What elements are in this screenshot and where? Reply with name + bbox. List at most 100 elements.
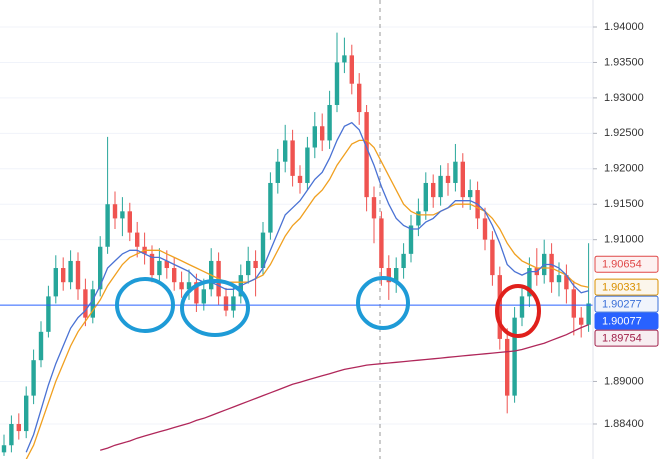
price-label-tint [595, 279, 658, 296]
candle-body [38, 331, 44, 361]
candle-body [327, 104, 332, 141]
candle-body [157, 260, 162, 276]
candle-body [357, 83, 362, 113]
candle-body [246, 260, 251, 276]
candle-body [46, 296, 51, 332]
candle-body [68, 260, 73, 283]
annotation-circle [495, 284, 541, 338]
candle-body [579, 317, 584, 325]
candle-body [53, 268, 58, 297]
candle-body [105, 204, 110, 247]
candle-body [305, 147, 310, 183]
price-label: 1.90654 [602, 259, 642, 271]
candle-body [90, 289, 95, 318]
axis-background [593, 0, 659, 459]
y-tick-label: 1.91500 [604, 198, 644, 210]
y-tick-label: 1.91000 [604, 234, 644, 246]
candle-body [223, 296, 229, 311]
y-tick-label: 1.88400 [604, 418, 644, 430]
candle-body [586, 303, 591, 325]
y-tick-label: 1.93000 [604, 92, 644, 104]
candle-body [194, 282, 199, 304]
candle-body [364, 112, 369, 198]
candle-body [408, 225, 414, 254]
price-label: 1.89754 [602, 333, 642, 345]
price-label-tint [595, 256, 658, 273]
price-label-box [594, 329, 659, 347]
price-label-tint [595, 330, 658, 347]
candle-body [1, 445, 7, 453]
candle-body [98, 246, 103, 290]
candle-body [371, 197, 377, 219]
y-tick-label: 1.94000 [604, 21, 644, 33]
candle-body [320, 126, 325, 141]
candle-body [512, 317, 517, 396]
candle-body [527, 268, 532, 297]
candle-body [275, 161, 280, 183]
annotation-circle [180, 279, 250, 337]
candle-body [31, 360, 36, 396]
candle-body [564, 275, 569, 290]
candle-body [253, 260, 258, 269]
moving-average [25, 139, 589, 459]
moving-average [100, 324, 589, 451]
price-axis: 1.94000 1.93500 1.93000 1.92500 1.92000 1.915… [592, 0, 659, 459]
candle-body [312, 126, 317, 148]
price-label: 1.90331 [602, 282, 642, 294]
candle-body [423, 182, 428, 212]
candle-body [290, 140, 295, 176]
price-label: 1.90277 [602, 299, 642, 311]
annotations [115, 276, 541, 338]
candle-body [490, 239, 495, 276]
candle-body [460, 161, 465, 198]
candle-body [186, 282, 192, 290]
candle-body [75, 260, 81, 290]
y-tick-label: 1.92500 [604, 127, 644, 139]
candle-body [120, 211, 125, 219]
candle-body [342, 55, 347, 63]
price-label-box [594, 255, 659, 273]
candle-body [61, 268, 66, 283]
y-tick-label: 1.93500 [604, 56, 644, 68]
candle-body [379, 218, 384, 269]
candle-body [172, 268, 177, 283]
price-label-tint [595, 296, 658, 313]
candle-body [179, 282, 184, 290]
candle-body [334, 62, 340, 105]
price-label-box [594, 312, 659, 330]
candle-body [349, 55, 354, 84]
candle-body [231, 296, 236, 311]
candle-body [260, 232, 266, 269]
candle-body [297, 175, 303, 183]
candle-body [164, 260, 169, 269]
candle-body [431, 182, 436, 198]
plot-area [0, 32, 593, 459]
price-label: 1.90077 [602, 316, 642, 328]
candle-body [201, 289, 206, 304]
candle-body [497, 275, 502, 339]
candle-body [556, 275, 562, 283]
candle-body [394, 268, 399, 283]
candle-body [571, 289, 576, 318]
candle-body [468, 190, 473, 198]
candle-body [482, 218, 488, 240]
candle-body [519, 296, 525, 318]
y-tick-label: 1.89000 [604, 375, 644, 387]
moving-average [25, 121, 589, 453]
annotation-circle [356, 276, 410, 330]
candle-body [283, 140, 288, 162]
candle-body [9, 423, 14, 446]
candle-body [83, 289, 88, 318]
price-label-box [594, 278, 659, 296]
price-label-box [594, 295, 659, 313]
candle-body [453, 161, 458, 183]
candle-body [135, 232, 140, 247]
candle-body [505, 338, 510, 396]
candle-body [24, 395, 29, 432]
candle-body [149, 253, 155, 276]
candle-body [127, 211, 132, 233]
candle-body [112, 204, 118, 219]
candle-body [268, 182, 273, 233]
